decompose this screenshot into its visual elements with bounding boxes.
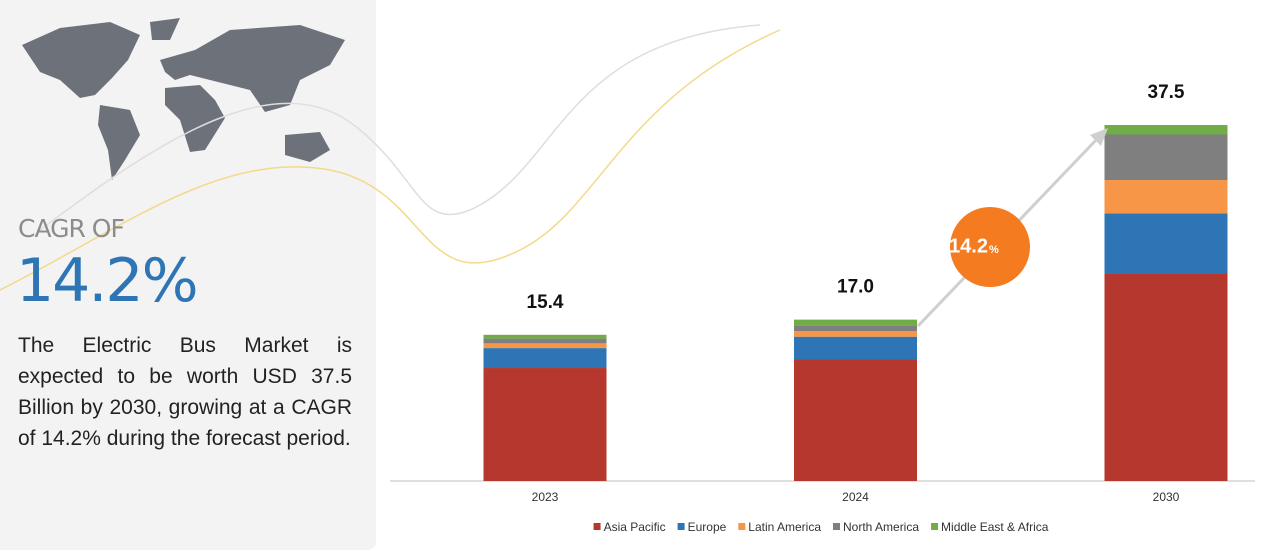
description: The Electric Bus Market is expected to b…: [18, 334, 352, 450]
legend-label: Middle East & Africa: [941, 520, 1049, 534]
cagr-value: 14.2%: [16, 246, 199, 316]
bar-segment: [794, 325, 917, 332]
plot: 15.4 2023 17.0 2024 37.5 2030 Asia Pacific Euro…: [483, 82, 1228, 534]
badge-unit: %: [989, 244, 999, 256]
bar-segment: [794, 359, 917, 481]
bar-segment: [483, 338, 607, 344]
x-tick-label: 2023: [532, 490, 559, 504]
bar-segment: [794, 331, 917, 337]
total-label: 17.0: [837, 277, 874, 298]
bar-segment: [794, 336, 917, 360]
legend-swatch: [931, 523, 939, 530]
bar-segment: [1104, 134, 1228, 181]
bar-segment: [483, 348, 607, 369]
arrow-head: [1090, 128, 1108, 146]
bar-segment: [1104, 125, 1228, 135]
bar-segment: [1104, 213, 1228, 274]
legend-label: Latin America: [748, 520, 821, 534]
total-label: 15.4: [527, 292, 564, 313]
decor-curve: [39, 24, 761, 231]
total-label: 37.5: [1148, 82, 1185, 103]
bar-segment: [483, 368, 607, 481]
x-tick-label: 2024: [842, 490, 869, 504]
legend-label: North America: [843, 520, 919, 534]
decor-curve: [0, 29, 781, 291]
legend-swatch: [738, 523, 746, 530]
bar-segment: [1104, 273, 1228, 481]
bar-segment: [483, 343, 607, 349]
legend-label: Europe: [688, 520, 727, 534]
x-tick-label: 2030: [1153, 490, 1180, 504]
world-map: [22, 18, 345, 180]
cagr-heading: CAGR OF: [18, 214, 125, 243]
bar-segment: [794, 319, 917, 326]
bar-segment: [1104, 180, 1228, 214]
cagr-badge: [950, 207, 1030, 287]
legend-swatch: [593, 523, 601, 530]
legend-label: Asia Pacific: [604, 520, 666, 534]
legend-swatch: [677, 523, 685, 530]
legend-swatch: [833, 523, 841, 530]
badge-number: 14.2: [949, 235, 988, 257]
bar-segment: [483, 334, 607, 339]
